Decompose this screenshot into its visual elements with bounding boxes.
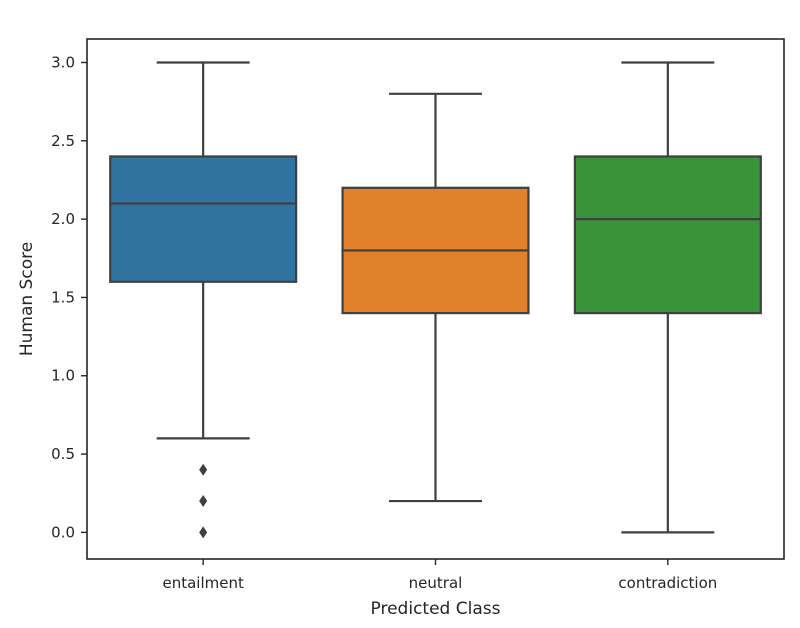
y-tick-label-4: 2.0 [51, 210, 75, 228]
x-tick-label-contradiction: contradiction [618, 574, 717, 592]
box-group-contradiction [573, 61, 762, 534]
box-group-neutral [341, 92, 530, 503]
plot-frame [86, 38, 785, 560]
outlier-entailment-2 [199, 526, 208, 539]
x-tick-label-neutral: neutral [409, 574, 463, 592]
x-axis-label: Predicted Class [371, 599, 501, 619]
x-axis: entailment neutral contradiction [162, 559, 717, 592]
y-tick-label-6: 3.0 [51, 53, 75, 71]
y-tick-label-1: 0.5 [51, 445, 75, 463]
outlier-entailment-0 [199, 463, 208, 476]
outlier-entailment-1 [199, 495, 208, 508]
box-group-entailment [109, 61, 298, 539]
y-tick-label-3: 1.5 [51, 288, 75, 306]
x-tick-label-entailment: entailment [162, 574, 243, 592]
y-tick-label-5: 2.5 [51, 132, 75, 150]
y-tick-label-0: 0.0 [51, 523, 75, 541]
y-tick-label-2: 1.0 [51, 367, 75, 385]
y-axis-label: Human Score [17, 242, 37, 356]
box-contradiction [573, 155, 762, 315]
plot-marks [109, 61, 762, 539]
y-axis: 0.0 0.5 1.0 1.5 2.0 2.5 3.0 [51, 53, 87, 541]
box-entailment [109, 155, 298, 283]
